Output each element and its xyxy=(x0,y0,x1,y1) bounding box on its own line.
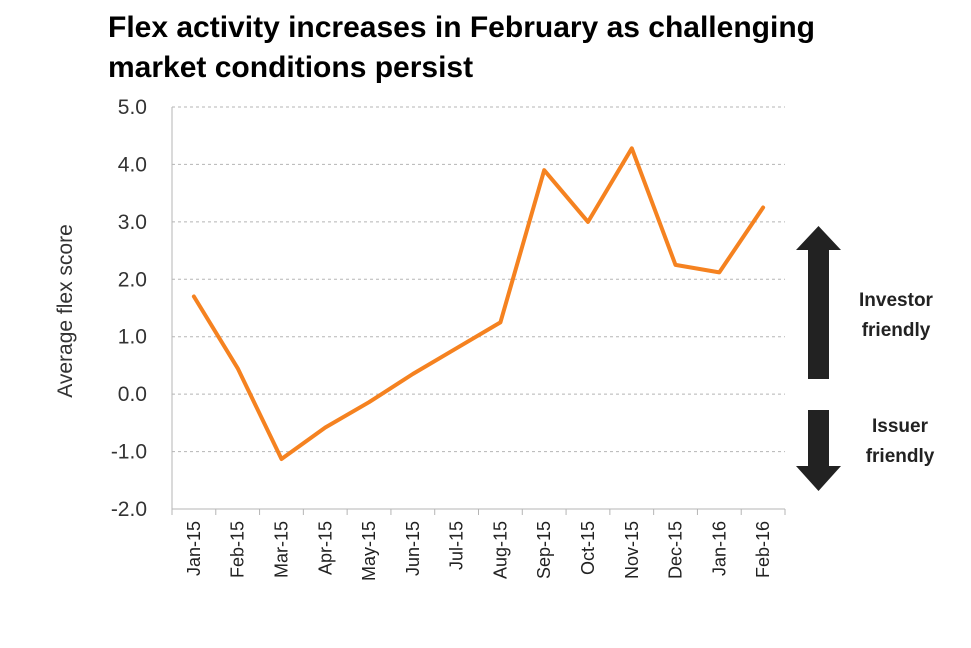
x-tick-label: Mar-15 xyxy=(271,521,291,578)
x-tick-label: Apr-15 xyxy=(315,521,335,575)
data-point xyxy=(323,425,327,429)
data-point xyxy=(630,146,634,150)
series-layer xyxy=(191,146,766,461)
y-axis-label: Average flex score xyxy=(54,224,77,398)
investor-label-line-1: Investor xyxy=(859,290,933,311)
data-point xyxy=(761,206,765,209)
issuer-friendly-down-arrow-icon xyxy=(796,410,841,491)
y-tick-label: 1.0 xyxy=(118,326,147,349)
data-point xyxy=(674,263,678,267)
x-tick-label: Dec-15 xyxy=(666,521,686,579)
investor-friendly-up-arrow-icon xyxy=(796,226,841,379)
x-tick-label: Oct-15 xyxy=(578,521,598,575)
chart-title-line-2: market conditions persist xyxy=(108,51,474,84)
data-point xyxy=(411,372,415,376)
chart-title: Flex activity increases in February as c… xyxy=(108,8,928,88)
series-line xyxy=(191,146,766,461)
data-point xyxy=(542,168,546,172)
x-tick-label: Jun-15 xyxy=(403,521,423,576)
gridlines xyxy=(172,106,785,453)
data-point xyxy=(367,400,371,404)
data-point xyxy=(455,346,459,350)
investor-friendly-label: Investor friendly xyxy=(826,286,966,346)
chart-title-line-1: Flex activity increases in February as c… xyxy=(108,11,815,44)
y-tick-label: 3.0 xyxy=(118,211,147,234)
x-tick-label: Jul-15 xyxy=(447,521,467,570)
x-tick-label: Feb-16 xyxy=(753,521,773,578)
data-point xyxy=(586,220,590,224)
y-tick-label: -1.0 xyxy=(111,441,147,464)
y-tick-label: 0.0 xyxy=(118,383,147,406)
x-tick-label: Jan-15 xyxy=(184,521,204,576)
y-tick-label: 2.0 xyxy=(118,268,147,291)
y-tick-labels: 5.0 4.0 3.0 2.0 1.0 0.0 -1.0 -2.0 xyxy=(111,96,147,521)
y-tick-label: 5.0 xyxy=(118,96,147,119)
x-tick-label: May-15 xyxy=(359,521,379,581)
data-point xyxy=(279,457,283,461)
issuer-label-line-1: Issuer xyxy=(872,416,928,437)
x-tick-label: Sep-15 xyxy=(534,521,554,579)
data-point xyxy=(717,270,721,274)
x-tick-label: Jan-16 xyxy=(709,521,729,576)
y-tick-label: -2.0 xyxy=(111,498,147,521)
x-tick-label: Aug-15 xyxy=(490,521,510,579)
x-tick-label: Nov-15 xyxy=(622,521,642,579)
axes xyxy=(171,107,786,515)
y-tick-label: 4.0 xyxy=(118,153,147,176)
investor-label-line-2: friendly xyxy=(861,320,931,341)
data-point xyxy=(498,320,502,324)
issuer-friendly-label: Issuer friendly xyxy=(830,412,970,472)
x-tick-label: Feb-15 xyxy=(228,521,248,578)
data-point xyxy=(236,366,240,370)
issuer-label-line-2: friendly xyxy=(865,446,935,467)
x-tick-labels: Jan-15 Feb-15 Mar-15 Apr-15 May-15 Jun-15 Jul-… xyxy=(184,521,773,581)
data-point xyxy=(192,295,196,299)
